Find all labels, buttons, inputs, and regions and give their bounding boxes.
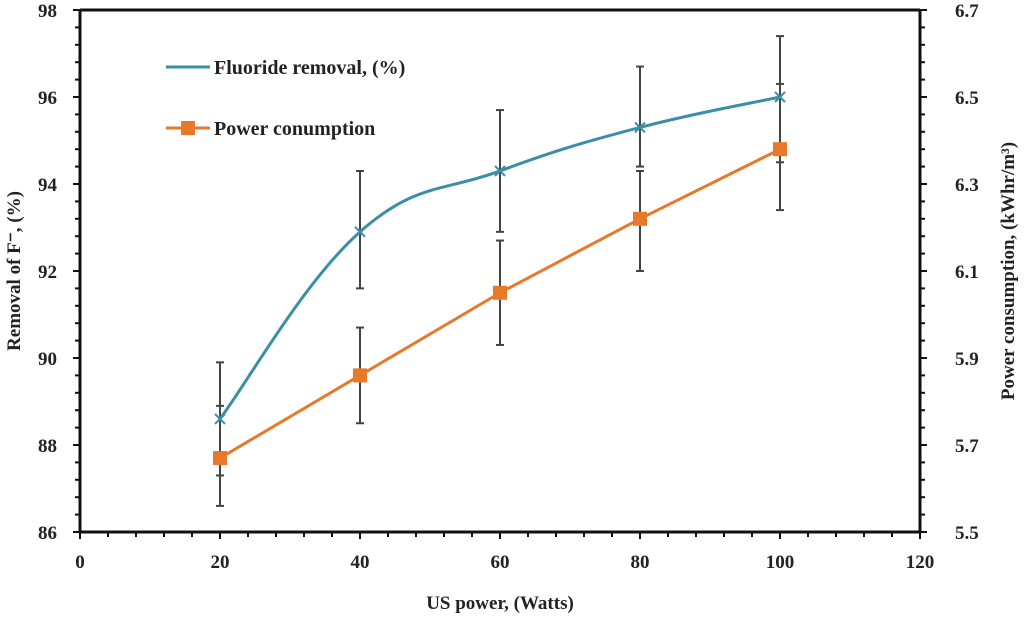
square-marker [353,368,367,383]
legend-square-marker [181,121,195,135]
x-tick-label: 40 [351,552,370,573]
x-marker-stroke [774,91,786,103]
axes: 0 20 40 60 80 100 120 86 88 90 92 94 96 98 5.5 5.7 5.9 6.… [38,1,979,573]
y2-tick-label: 6.7 [955,1,979,22]
y2-tick-label: 6.5 [955,88,979,109]
x-tick-label: 20 [211,552,230,573]
y-tick-label: 92 [38,262,57,283]
series-line-0 [218,95,781,420]
y2-tick-label: 5.9 [955,349,979,370]
x-tick-label: 60 [491,552,510,573]
x-tick-label: 120 [906,552,935,573]
x-marker-stroke [634,121,646,134]
legend-label: Fluoride removal, (%) [214,57,405,79]
x-tick-label: 100 [766,552,795,573]
series-markers [213,91,787,466]
x-marker [774,91,786,103]
y-tick-label: 90 [38,349,57,370]
x-marker [354,226,366,238]
y2-tick-label: 5.5 [955,523,979,544]
x-tick-label: 80 [631,552,650,573]
square-marker [493,285,507,300]
y2-tick-label: 5.7 [955,436,979,457]
y-tick-label: 96 [38,88,57,109]
square-marker [773,142,787,157]
y2-axis-title: Power consumption, (kWhr/m³) [998,142,1019,400]
y-tick-label: 94 [38,175,58,196]
y-tick-label: 88 [38,436,57,457]
x-marker [634,121,646,134]
y2-tick-label: 6.1 [955,262,979,283]
y-tick-label: 86 [38,523,57,544]
legend-label: Power conumption [214,118,375,140]
square-marker [213,451,227,466]
x-marker-stroke [214,413,226,425]
square-marker [633,211,647,226]
x-marker-stroke [354,226,366,238]
x-marker [214,413,226,425]
legend: Fluoride removal, (%) Power conumption [166,57,405,140]
y-axis-title: Removal of F⁻, (%) [4,191,25,351]
x-marker [494,165,506,177]
x-marker-stroke [494,165,506,177]
x-tick-label: 0 [75,552,85,573]
x-axis-title: US power, (Watts) [426,593,574,614]
y2-tick-label: 6.3 [955,175,979,196]
y-tick-label: 98 [38,1,57,22]
error-bars [216,35,784,507]
